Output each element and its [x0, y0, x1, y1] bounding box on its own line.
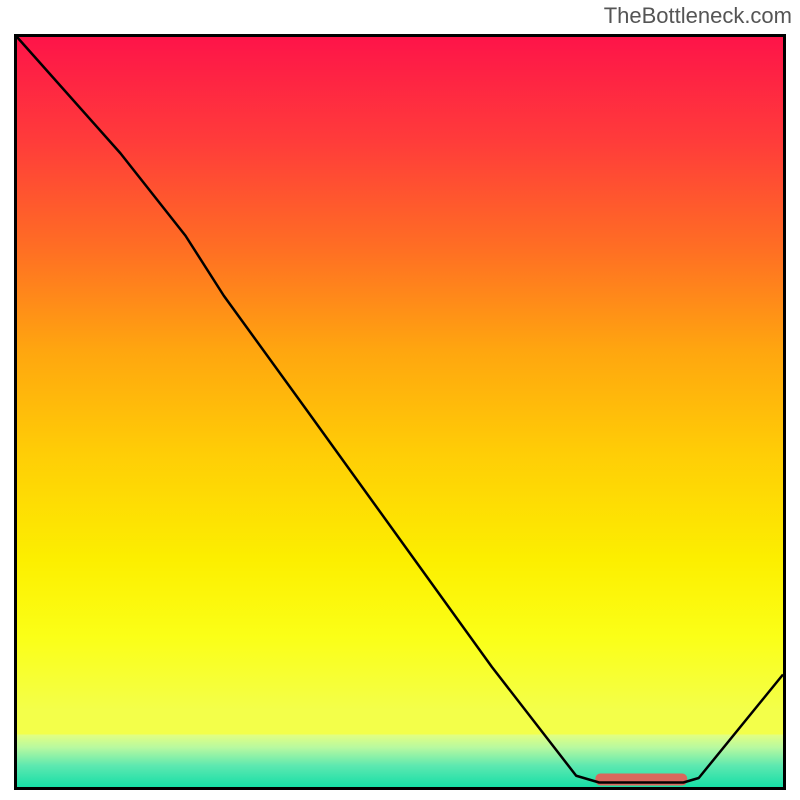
chart-svg	[14, 34, 786, 790]
gradient-background	[17, 37, 783, 735]
watermark-text: TheBottleneck.com	[604, 3, 792, 29]
chart-container	[14, 34, 786, 790]
